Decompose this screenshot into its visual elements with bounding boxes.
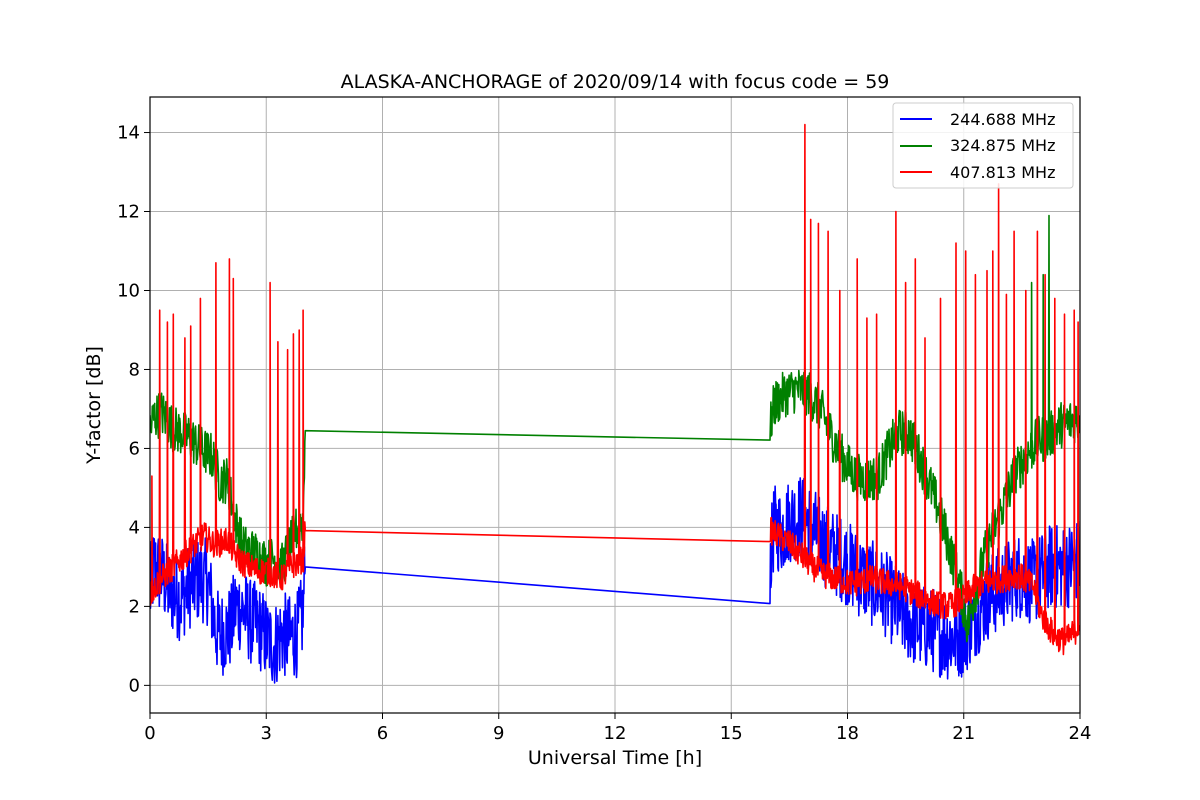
y-tick-label: 6 [129,438,140,459]
x-tick-label: 0 [144,723,155,744]
y-tick-label: 4 [129,517,140,538]
x-tick-label: 18 [836,723,859,744]
chart-title: ALASKA-ANCHORAGE of 2020/09/14 with focu… [341,71,890,93]
series-layer [150,123,1080,684]
legend-label-407: 407.813 MHz [950,163,1055,182]
y-axis-label: Y-factor [dB] [83,346,105,465]
series-line-407813 [150,123,1080,656]
y-tick-label: 8 [129,359,140,380]
x-tick-label: 9 [493,723,504,744]
y-tick-label: 10 [117,280,140,301]
x-tick-label: 15 [720,723,743,744]
legend: 244.688 MHz 324.875 MHz 407.813 MHz [892,102,1074,189]
y-tick-label: 0 [129,675,140,696]
x-tick-label: 12 [604,723,627,744]
x-tick-label: 21 [952,723,975,744]
legend-box [892,102,1074,189]
x-axis-label: Universal Time [h] [528,747,702,769]
x-tick-label: 3 [261,723,272,744]
plot-area-frame [149,96,1081,714]
y-tick-label: 2 [129,596,140,617]
legend-label-324: 324.875 MHz [950,136,1055,155]
y-tick-label: 12 [117,202,140,223]
series-line-324875 [150,214,1080,643]
x-tick-label: 6 [377,723,388,744]
legend-label-244: 244.688 MHz [950,110,1055,129]
y-tick-label: 14 [117,123,140,144]
x-tick-label: 24 [1069,723,1092,744]
